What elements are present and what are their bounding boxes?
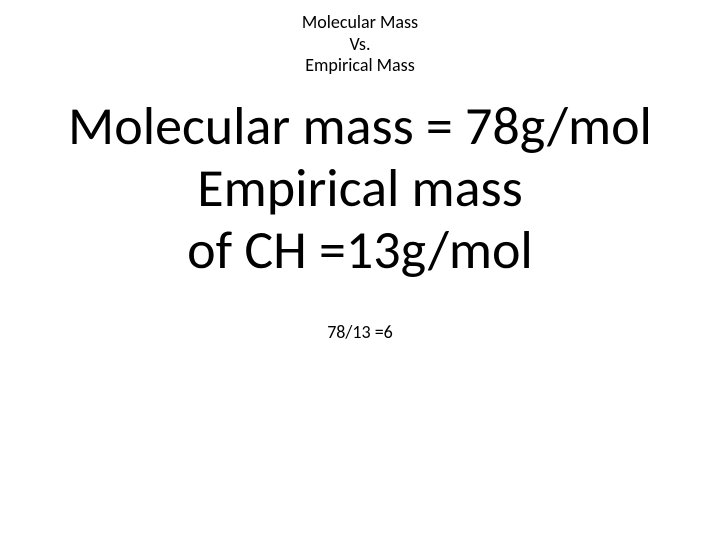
slide-main-content: Molecular mass = 78g/mol Empirical mass … — [0, 95, 720, 281]
slide-header: Molecular Mass Vs. Empirical Mass — [0, 0, 720, 77]
header-line-2: Vs. — [0, 34, 720, 56]
header-line-1: Molecular Mass — [0, 12, 720, 34]
slide-footer: 78/13 =6 — [0, 321, 720, 343]
main-line-1: Molecular mass = 78g/mol — [0, 95, 720, 157]
main-line-2: Empirical mass — [0, 157, 720, 219]
header-line-3: Empirical Mass — [0, 55, 720, 77]
main-line-3: of CH =13g/mol — [0, 219, 720, 281]
footer-line-1: 78/13 =6 — [0, 321, 720, 343]
